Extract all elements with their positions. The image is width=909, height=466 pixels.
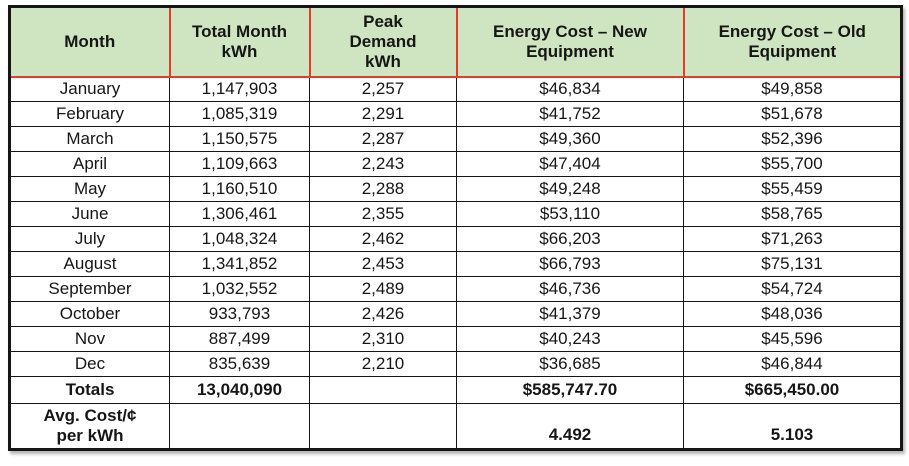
column-header-peak-demand-kwh: Peak Demand kWh [308, 5, 458, 78]
old-cost-cell: $48,036 [683, 301, 902, 327]
total-kwh-cell: 1,147,903 [169, 76, 310, 102]
month-cell: October [9, 301, 170, 327]
new-cost-cell: $66,203 [456, 226, 684, 252]
peak-kwh-cell: 2,489 [309, 276, 457, 302]
month-cell: May [9, 176, 170, 202]
new-cost-cell: $41,752 [456, 101, 684, 127]
table-row: March 1,150,575 2,287 $49,360 $52,396 [9, 126, 902, 152]
new-cost-cell: $53,110 [456, 201, 684, 227]
table-row: April 1,109,663 2,243 $47,404 $55,700 [9, 151, 902, 177]
old-cost-cell: $51,678 [683, 101, 902, 127]
month-cell: June [9, 201, 170, 227]
old-cost-cell: $54,724 [683, 276, 902, 302]
table-row: Dec 835,639 2,210 $36,685 $46,844 [9, 351, 902, 377]
table-row: August 1,341,852 2,453 $66,793 $75,131 [9, 251, 902, 277]
old-cost-cell: $46,844 [683, 351, 902, 377]
month-cell: September [9, 276, 170, 302]
column-header-month: Month [8, 5, 171, 78]
peak-kwh-cell: 2,210 [309, 351, 457, 377]
totals-new-cost: $585,747.70 [456, 376, 684, 404]
table-row: June 1,306,461 2,355 $53,110 $58,765 [9, 201, 902, 227]
total-kwh-cell: 1,048,324 [169, 226, 310, 252]
avg-old-cost: 5.103 [683, 403, 902, 450]
new-cost-cell: $41,379 [456, 301, 684, 327]
peak-kwh-cell: 2,243 [309, 151, 457, 177]
avg-new-cost: 4.492 [456, 403, 684, 450]
new-cost-cell: $36,685 [456, 351, 684, 377]
month-cell: January [9, 76, 170, 102]
column-header-energy-cost-new: Energy Cost – New Equipment [455, 5, 685, 78]
month-cell: August [9, 251, 170, 277]
old-cost-cell: $58,765 [683, 201, 902, 227]
table-row: January 1,147,903 2,257 $46,834 $49,858 [9, 76, 902, 102]
peak-kwh-cell: 2,310 [309, 326, 457, 352]
month-cell: Nov [9, 326, 170, 352]
peak-kwh-cell: 2,291 [309, 101, 457, 127]
old-cost-cell: $45,596 [683, 326, 902, 352]
new-cost-cell: $49,248 [456, 176, 684, 202]
old-cost-cell: $49,858 [683, 76, 902, 102]
avg-peak-kwh [309, 403, 457, 450]
month-cell: July [9, 226, 170, 252]
peak-kwh-cell: 2,426 [309, 301, 457, 327]
new-cost-cell: $46,736 [456, 276, 684, 302]
month-cell: March [9, 126, 170, 152]
total-kwh-cell: 835,639 [169, 351, 310, 377]
total-kwh-cell: 933,793 [169, 301, 310, 327]
energy-cost-table: Month Total Month kWh Peak Demand kWh En… [8, 5, 903, 451]
peak-kwh-cell: 2,355 [309, 201, 457, 227]
total-kwh-cell: 1,150,575 [169, 126, 310, 152]
total-kwh-cell: 1,160,510 [169, 176, 310, 202]
new-cost-cell: $49,360 [456, 126, 684, 152]
new-cost-cell: $47,404 [456, 151, 684, 177]
total-kwh-cell: 1,341,852 [169, 251, 310, 277]
totals-row: Totals 13,040,090 $585,747.70 $665,450.0… [9, 376, 902, 404]
total-kwh-cell: 887,499 [169, 326, 310, 352]
old-cost-cell: $75,131 [683, 251, 902, 277]
table-row: September 1,032,552 2,489 $46,736 $54,72… [9, 276, 902, 302]
new-cost-cell: $66,793 [456, 251, 684, 277]
month-cell: April [9, 151, 170, 177]
peak-kwh-cell: 2,257 [309, 76, 457, 102]
totals-old-cost: $665,450.00 [683, 376, 902, 404]
peak-kwh-cell: 2,462 [309, 226, 457, 252]
table-row: May 1,160,510 2,288 $49,248 $55,459 [9, 176, 902, 202]
old-cost-cell: $71,263 [683, 226, 902, 252]
table-row: Nov 887,499 2,310 $40,243 $45,596 [9, 326, 902, 352]
totals-label: Totals [9, 376, 170, 404]
peak-kwh-cell: 2,453 [309, 251, 457, 277]
table-row: July 1,048,324 2,462 $66,203 $71,263 [9, 226, 902, 252]
column-header-total-month-kwh: Total Month kWh [168, 5, 311, 78]
peak-kwh-cell: 2,287 [309, 126, 457, 152]
table-row: February 1,085,319 2,291 $41,752 $51,678 [9, 101, 902, 127]
month-cell: Dec [9, 351, 170, 377]
month-cell: February [9, 101, 170, 127]
totals-total-kwh: 13,040,090 [169, 376, 310, 404]
column-header-energy-cost-old: Energy Cost – Old Equipment [682, 5, 903, 78]
table-row: October 933,793 2,426 $41,379 $48,036 [9, 301, 902, 327]
new-cost-cell: $40,243 [456, 326, 684, 352]
avg-cost-label: Avg. Cost/¢ per kWh [9, 403, 170, 450]
old-cost-cell: $55,700 [683, 151, 902, 177]
total-kwh-cell: 1,306,461 [169, 201, 310, 227]
totals-peak-kwh [309, 376, 457, 404]
total-kwh-cell: 1,109,663 [169, 151, 310, 177]
header-row: Month Total Month kWh Peak Demand kWh En… [8, 5, 903, 78]
total-kwh-cell: 1,032,552 [169, 276, 310, 302]
avg-cost-row: Avg. Cost/¢ per kWh 4.492 5.103 [9, 403, 902, 450]
old-cost-cell: $52,396 [683, 126, 902, 152]
peak-kwh-cell: 2,288 [309, 176, 457, 202]
total-kwh-cell: 1,085,319 [169, 101, 310, 127]
avg-total-kwh [169, 403, 310, 450]
new-cost-cell: $46,834 [456, 76, 684, 102]
energy-cost-table-container: Month Total Month kWh Peak Demand kWh En… [8, 5, 903, 451]
old-cost-cell: $55,459 [683, 176, 902, 202]
